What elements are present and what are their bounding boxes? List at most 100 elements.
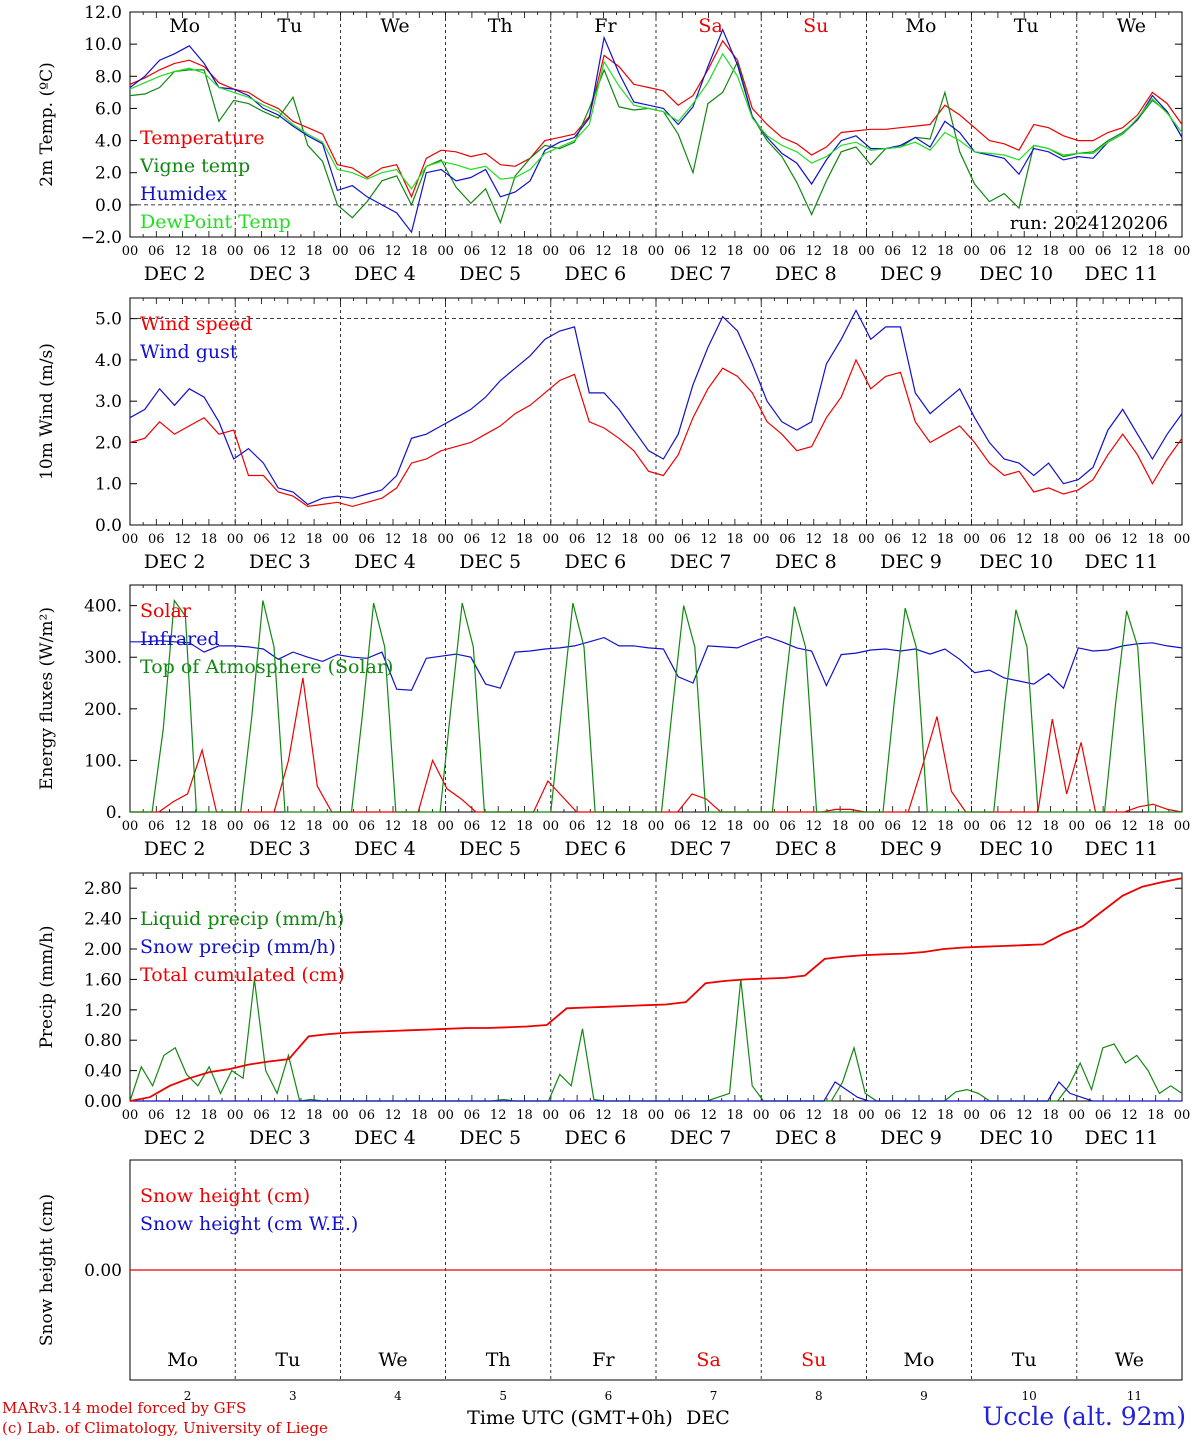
hour-label: 12 [174, 819, 191, 834]
hour-label: 12 [174, 532, 191, 547]
hour-label: 18 [832, 1108, 849, 1123]
hour-label: 12 [385, 1108, 402, 1123]
legend-entry: Temperature [140, 127, 264, 149]
hour-label: 18 [1042, 819, 1059, 834]
panel-1 [129, 11, 1183, 238]
weekday-label: We [1115, 1349, 1144, 1371]
hour-label: 18 [1042, 532, 1059, 547]
hour-label: 18 [516, 244, 533, 259]
weekday-label: Fr [592, 1349, 615, 1371]
hour-label: 06 [779, 819, 796, 834]
hour-label: 00 [648, 244, 665, 259]
hour-label: 00 [858, 1108, 875, 1123]
hour-label: 00 [1069, 819, 1086, 834]
hour-label: 06 [884, 1108, 901, 1123]
hour-label: 18 [1042, 244, 1059, 259]
y-tick-label: 1.20 [84, 1001, 122, 1021]
day-label: DEC 9 [880, 1127, 942, 1149]
hour-label: 12 [174, 244, 191, 259]
day-label: DEC 8 [775, 551, 837, 573]
hour-label: 18 [937, 244, 954, 259]
day-label: DEC 9 [880, 551, 942, 573]
legend-entry: Humidex [140, 183, 227, 205]
day-number: 3 [289, 1389, 297, 1403]
day-label: DEC 5 [459, 551, 521, 573]
weekday-label: Sa [696, 1349, 720, 1371]
legend-entry: Wind speed [140, 313, 252, 335]
y-tick-label: 0.00 [84, 1261, 122, 1281]
legend-entry: Snow height (cm) [140, 1185, 310, 1207]
hour-label: 12 [806, 819, 823, 834]
hour-label: 00 [963, 819, 980, 834]
hour-label: 06 [1095, 244, 1112, 259]
hour-label: 00 [1069, 1108, 1086, 1123]
hour-label: 06 [990, 532, 1007, 547]
model-credit-line-2: (c) Lab. of Climatology, University of L… [2, 1419, 328, 1437]
y-tick-label: 3.0 [95, 392, 122, 412]
hour-label: 00 [858, 244, 875, 259]
day-label: DEC 5 [459, 1127, 521, 1149]
hour-label: 18 [516, 819, 533, 834]
hour-label: 06 [358, 819, 375, 834]
hour-label: 06 [569, 244, 586, 259]
hour-label: 18 [1147, 819, 1164, 834]
hour-label: 18 [832, 819, 849, 834]
hour-label: 18 [727, 1108, 744, 1123]
y-tick-label: 8.0 [95, 67, 122, 87]
series-line-wind-gust [129, 309, 1183, 506]
hour-label: 06 [464, 1108, 481, 1123]
hour-label: 00 [332, 532, 349, 547]
weekday-label: Th [488, 15, 513, 37]
panel-5 [129, 1159, 1183, 1381]
hour-label: 12 [700, 1108, 717, 1123]
day-number: 6 [605, 1389, 613, 1403]
day-label: DEC 6 [565, 263, 627, 285]
y-tick-label: 400. [84, 597, 122, 617]
series-line-humidex [129, 28, 1183, 234]
series-line-liquid-precip-mm-h- [129, 979, 1183, 1102]
hour-label: 18 [832, 532, 849, 547]
legend-entry: Liquid precip (mm/h) [140, 908, 344, 930]
hour-label: 18 [411, 1108, 428, 1123]
hour-label: 18 [516, 1108, 533, 1123]
y-tick-label: 2.00 [84, 940, 122, 960]
hour-label: 00 [753, 244, 770, 259]
hour-label: 18 [1147, 532, 1164, 547]
hour-label: 00 [1174, 244, 1191, 259]
y-tick-label: 12.0 [84, 3, 122, 23]
y-tick-label: 2.40 [84, 910, 122, 930]
y-tick-label: −2.0 [81, 228, 122, 248]
hour-label: 18 [411, 819, 428, 834]
weekday-label: Su [803, 15, 828, 37]
hour-label: 18 [516, 532, 533, 547]
hour-label: 12 [1016, 244, 1033, 259]
station-name: Uccle (alt. 92m) [982, 1402, 1186, 1431]
day-label: DEC 3 [249, 1127, 311, 1149]
y-tick-label: 0.0 [95, 516, 122, 536]
y-axis-label: Energy fluxes (W/m²) [37, 607, 57, 790]
day-label: DEC 7 [670, 838, 732, 860]
hour-label: 06 [990, 819, 1007, 834]
hour-label: 06 [779, 1108, 796, 1123]
day-label: DEC 4 [354, 838, 416, 860]
hour-label: 12 [806, 1108, 823, 1123]
panel-2 [129, 297, 1183, 526]
y-tick-label: 200. [84, 700, 122, 720]
hour-label: 12 [490, 244, 507, 259]
hour-label: 06 [358, 532, 375, 547]
hour-label: 12 [1016, 1108, 1033, 1123]
hour-label: 06 [148, 532, 165, 547]
hour-label: 12 [595, 819, 612, 834]
y-tick-label: 0.00 [84, 1092, 122, 1112]
hour-label: 00 [543, 244, 560, 259]
day-number: 2 [184, 1389, 192, 1403]
hour-label: 18 [306, 1108, 323, 1123]
hour-label: 00 [963, 532, 980, 547]
hour-label: 06 [1095, 1108, 1112, 1123]
hour-label: 12 [700, 532, 717, 547]
y-axis-label: Precip (mm/h) [37, 925, 57, 1048]
legend-entry: DewPoint Temp [140, 211, 291, 233]
y-tick-label: 1.0 [95, 475, 122, 495]
hour-label: 12 [280, 819, 297, 834]
y-axis-label: Snow height (cm) [37, 1194, 57, 1346]
